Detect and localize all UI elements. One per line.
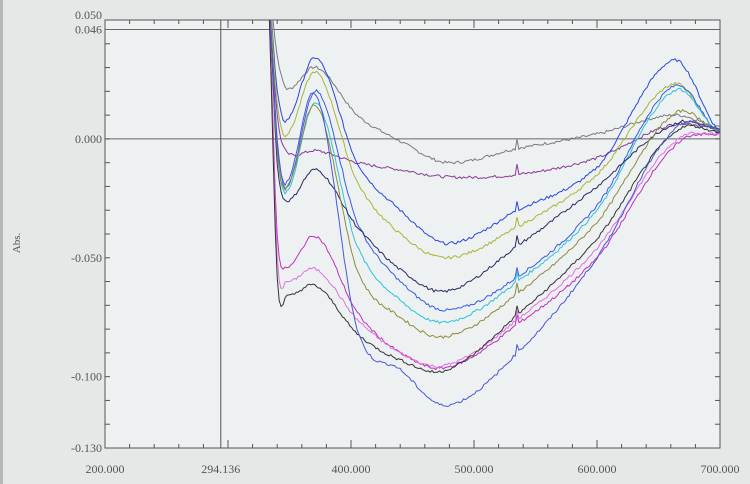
y-tick-label: 0.000 (75, 132, 102, 146)
tick-labels: 200.000 294.136 400.000 500.000 600.000 700.0… (71, 8, 740, 476)
left-edge (0, 0, 3, 484)
series-line-pink (268, 20, 720, 369)
y-tick-label: 0.050 (75, 8, 102, 22)
series-line-magenta (269, 20, 720, 371)
x-tick-label: 400.000 (332, 462, 371, 476)
x-tick-label: 600.000 (578, 462, 617, 476)
series-line-blue-low (269, 20, 720, 407)
y-tick-label: -0.050 (71, 251, 102, 265)
series-line-blue (271, 20, 720, 246)
x-tick-label: 294.136 (201, 462, 240, 476)
y-tick-label: -0.100 (71, 370, 102, 384)
x-tick-label: 200.000 (86, 462, 125, 476)
series-line-purple (270, 20, 720, 180)
series-line-olive (269, 20, 720, 339)
series-line-black (268, 20, 720, 374)
spectra-series (268, 20, 720, 407)
y-tick-label: -0.130 (71, 441, 102, 455)
y-axis-title: Abs. (11, 233, 23, 254)
series-line-navy (269, 20, 720, 293)
series-line-blue-2 (270, 20, 720, 312)
plot-area (104, 19, 721, 449)
series-line-cyan (269, 20, 720, 325)
y-tick-label: 0.046 (75, 23, 102, 37)
x-tick-label: 700.000 (701, 462, 740, 476)
axis-ticks (104, 19, 721, 448)
series-line-yellow-green (270, 20, 720, 260)
x-tick-label: 500.000 (455, 462, 494, 476)
